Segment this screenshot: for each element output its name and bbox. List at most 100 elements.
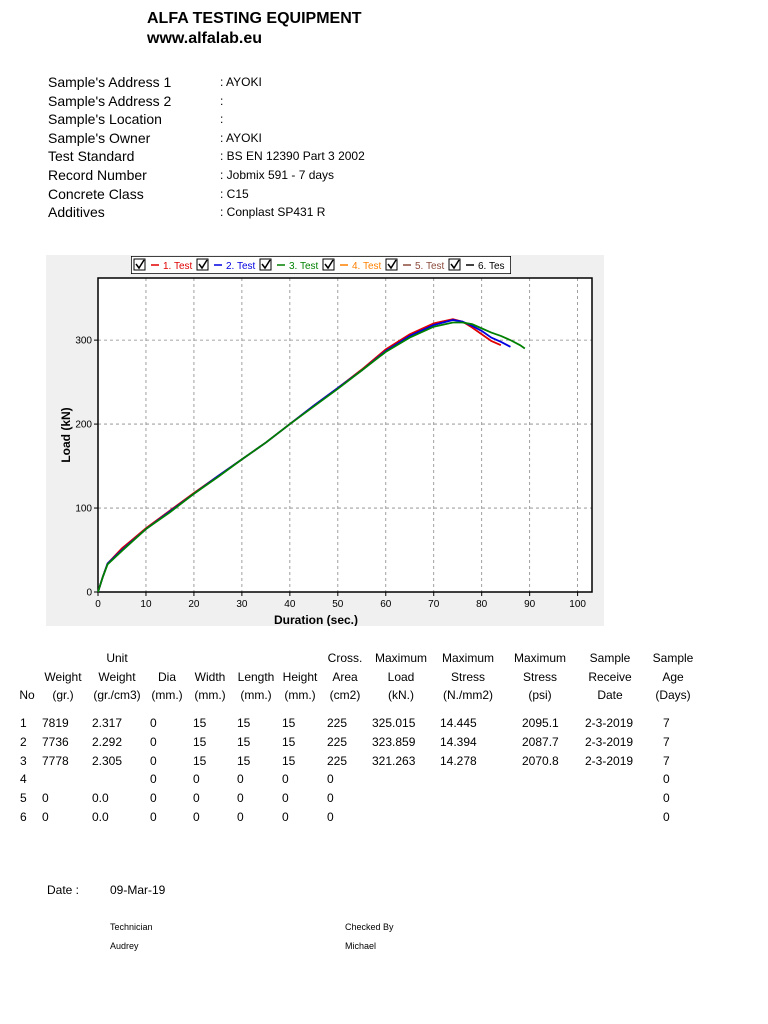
legend-checkbox <box>259 258 272 271</box>
field-value: : AYOKI <box>220 130 262 145</box>
table-cell: 321.263 <box>372 753 416 768</box>
legend-clip: 1. Test 2. Test 3. Test 4. Test 5. Test 6. Te… <box>131 256 511 274</box>
table-cell: 0 <box>327 810 334 824</box>
table-header: (gr./cm3) <box>93 688 141 703</box>
field-label: Additives <box>48 204 105 221</box>
table-cell: 225 <box>327 734 348 749</box>
y-tick-label: 100 <box>75 504 92 515</box>
field-value: : Conplast SP431 R <box>220 205 326 220</box>
table-cell: 0 <box>150 772 157 787</box>
field-value: : AYOKI <box>220 75 262 89</box>
field-value: : C15 <box>220 186 249 201</box>
table-cell: 4 <box>20 772 27 787</box>
field-label: Sample's Address 2 <box>48 92 172 109</box>
x-tick-label: 100 <box>569 599 586 610</box>
table-cell: 15 <box>237 753 251 768</box>
table-cell: 0 <box>150 716 157 730</box>
table-cell: 0 <box>237 810 244 824</box>
legend-label: 3. Test <box>289 261 318 272</box>
table-cell: 0 <box>150 791 157 806</box>
field-label: Sample's Location <box>48 111 162 128</box>
field-value: : BS EN 12390 Part 3 2002 <box>220 149 365 164</box>
table-header: (psi) <box>528 688 552 703</box>
table-cell: 2087.7 <box>522 734 559 749</box>
table-cell: 0 <box>327 772 334 787</box>
table-header: (mm.) <box>151 688 183 703</box>
x-tick-label: 0 <box>95 599 101 610</box>
legend-label: 2. Test <box>226 261 255 272</box>
technician: Audrey <box>110 941 139 951</box>
table-cell: 0 <box>663 791 670 806</box>
table-cell: 0 <box>150 810 157 824</box>
table-cell: 14.394 <box>440 734 477 749</box>
field-label: Sample's Address 1 <box>48 74 172 90</box>
table-cell: 2.292 <box>92 734 123 749</box>
table-header: (kN.) <box>388 688 414 703</box>
field-value: : <box>220 112 224 127</box>
legend-label: 4. Test <box>352 261 381 272</box>
table-header: Length <box>237 669 275 684</box>
x-tick-label: 40 <box>284 599 296 610</box>
table-cell: 15 <box>237 734 251 749</box>
table-cell: 225 <box>327 716 348 730</box>
table-header: Maximum <box>441 651 494 665</box>
table-cell: 0 <box>193 772 200 787</box>
x-axis-label: Duration (sec.) <box>274 613 358 626</box>
legend-checkbox <box>133 258 146 271</box>
legend-check <box>135 259 145 270</box>
table-header: Area <box>332 669 358 684</box>
table-cell: 2 <box>20 734 27 749</box>
x-tick-label: 80 <box>476 599 488 610</box>
table-cell: 0 <box>282 791 289 806</box>
table-cell: 0 <box>282 810 289 824</box>
table-header: (mm.) <box>194 688 226 703</box>
table-cell: 0 <box>663 810 670 824</box>
table-header: Dia <box>157 669 176 684</box>
table-header: Date <box>597 688 623 703</box>
date-label: Date : <box>47 883 80 897</box>
table-cell: 7819 <box>42 716 69 730</box>
chart: Duration (sec.) Load (kN) 1. Test 2. Test… <box>46 255 604 626</box>
legend-label: 1. Test <box>163 261 192 272</box>
table-header: Sample <box>652 651 694 665</box>
series-line <box>97 321 526 593</box>
table-cell: 2.317 <box>92 716 123 730</box>
plot-border <box>97 277 593 593</box>
table-cell: 2.305 <box>92 753 123 768</box>
legend-check <box>450 259 460 270</box>
plot-area <box>98 278 592 592</box>
x-tick-label: 50 <box>332 599 344 610</box>
table-header: (mm.) <box>240 688 272 703</box>
field-label: Test Standard <box>48 148 135 165</box>
table-cell: 325.015 <box>372 716 416 730</box>
table-cell: 2070.8 <box>522 753 559 768</box>
table-header: (mm.) <box>284 688 316 703</box>
field-label: Sample's Owner <box>48 129 151 146</box>
table-header: Stress <box>450 669 485 684</box>
table-cell: 0.0 <box>92 791 109 806</box>
table-header: Maximum <box>374 651 427 665</box>
table-cell: 3 <box>20 753 27 768</box>
table-header: Age <box>662 669 684 684</box>
table-cell: 7 <box>663 734 670 749</box>
company: ALFA TESTING EQUIPMENT <box>147 10 362 27</box>
table-cell: 2095.1 <box>522 716 559 730</box>
checked: Michael <box>345 941 377 951</box>
table-header: (N./mm2) <box>443 688 493 703</box>
y-tick-label: 300 <box>75 336 92 347</box>
x-tick-label: 90 <box>524 599 536 610</box>
table-cell: 15 <box>193 734 207 749</box>
table-cell: 2-3-2019 <box>585 716 634 730</box>
website: www.alfalab.eu <box>147 30 262 47</box>
table-cell: 15 <box>282 753 296 768</box>
legend-checkbox <box>322 258 335 271</box>
field-value: : <box>220 93 224 108</box>
x-tick-label: 60 <box>380 599 392 610</box>
table-cell: 0.0 <box>92 810 109 824</box>
table-cell: 15 <box>193 753 207 768</box>
x-tick-label: 10 <box>140 599 152 610</box>
x-tick-label: 30 <box>236 599 248 610</box>
table-header: (Days) <box>655 688 691 703</box>
legend-checkbox <box>196 258 209 271</box>
checked-label: Checked By <box>345 922 394 932</box>
